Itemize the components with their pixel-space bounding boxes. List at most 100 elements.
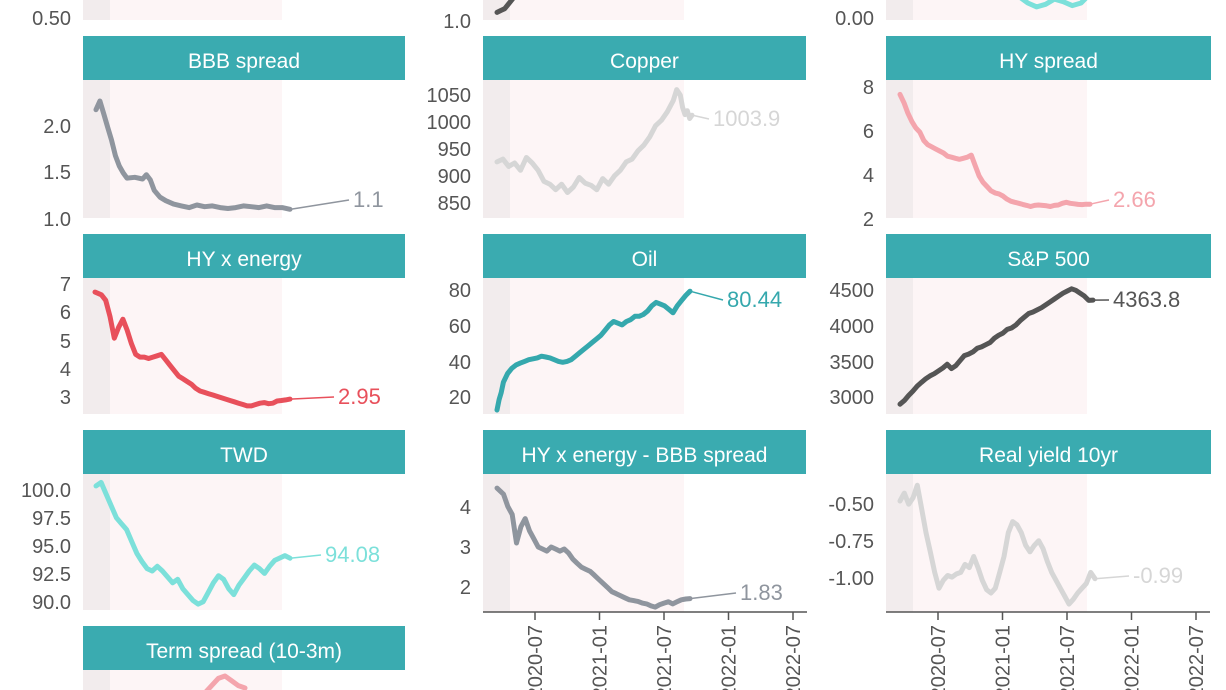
y-tick-label: 80 — [449, 280, 471, 302]
last-value-label: 2.95 — [338, 384, 381, 409]
x-tick-label: 2022-07 — [783, 625, 805, 690]
y-tick-label: 100.0 — [21, 480, 71, 502]
last-value-label: 94.08 — [325, 542, 380, 567]
shade-band-dark — [886, 0, 913, 20]
last-value-connector — [1094, 575, 1130, 580]
shade-band-light — [510, 0, 684, 20]
shade-band-dark — [483, 278, 510, 414]
series-line — [204, 673, 248, 690]
panel-header — [483, 234, 806, 278]
series-line — [494, 0, 515, 15]
panel-title: Oil — [632, 248, 658, 271]
y-tick-label: 95.0 — [32, 536, 71, 558]
panel-p22: S&P 500 3000 3500 4000 4500 4363.8 — [830, 234, 1211, 414]
series-line — [494, 485, 693, 610]
y-tick-label: 40 — [449, 352, 471, 374]
y-tick-label: 97.5 — [32, 508, 71, 530]
panel-p10: BBB spread 1.0 1.5 2.0 1.1 — [43, 36, 405, 231]
y-tick-label: 3500 — [830, 352, 875, 374]
series-line — [897, 482, 1098, 607]
last-value-connector — [689, 592, 737, 600]
panel-header — [83, 626, 405, 670]
y-tick-label: 3 — [60, 387, 71, 409]
x-tick-label: 2020-07 — [525, 625, 547, 690]
series-line — [897, 91, 1093, 209]
shade-band-light — [110, 278, 282, 414]
x-tick-label: 2020-07 — [928, 625, 950, 690]
y-tick-label: 0.50 — [32, 8, 71, 30]
series-line — [92, 289, 293, 409]
y-tick-label: 1.5 — [43, 162, 71, 184]
y-tick-label: 1000 — [427, 112, 472, 134]
y-tick-label: 900 — [438, 166, 471, 188]
x-axis-0: 2020-07 2021-01 2021-07 2022-01 2022-07 — [483, 611, 807, 690]
x-tick-label: 2021-07 — [654, 625, 676, 690]
series-line — [1019, 0, 1088, 10]
y-tick-label: 0.00 — [835, 8, 874, 30]
panel-title: S&P 500 — [1007, 248, 1090, 271]
x-tick-label: 2022-01 — [719, 625, 741, 690]
panel-header — [483, 430, 806, 474]
x-tick-label: 2022-01 — [1122, 625, 1144, 690]
panel-header — [83, 36, 405, 80]
shade-band-dark — [483, 80, 510, 218]
x-axis-1: 2020-07 2021-01 2021-07 2022-01 2022-07 — [886, 611, 1210, 690]
panel-p00: 0.50 — [32, 0, 282, 30]
panel-p32: Real yield 10yr -1.00 -0.75 -0.50 -0.99 — [828, 430, 1211, 612]
panel-header — [886, 36, 1211, 80]
panel-title: HY x energy — [186, 248, 302, 271]
y-tick-label: 2 — [863, 209, 874, 231]
shade-band-light — [510, 474, 684, 612]
y-tick-label: 4 — [863, 165, 874, 187]
panel-header — [83, 234, 405, 278]
panel-p12: HY spread 2 4 6 8 2.66 — [863, 36, 1211, 231]
shade-band-dark — [83, 0, 110, 20]
last-value-label: 80.44 — [727, 287, 782, 312]
series-line — [494, 87, 695, 195]
shade-band-dark — [83, 670, 110, 690]
shade-band-light — [510, 278, 684, 414]
last-value-label: 1.83 — [740, 580, 783, 605]
y-tick-label: 1050 — [427, 85, 472, 107]
panel-p40: Term spread (10-3m) — [83, 626, 405, 690]
panel-title: Term spread (10-3m) — [146, 640, 342, 663]
panel-title: HY x energy - BBB spread — [522, 444, 768, 467]
panel-title: TWD — [220, 444, 268, 467]
y-tick-label: 5 — [60, 331, 71, 353]
x-tick-label: 2021-01 — [993, 625, 1015, 690]
y-tick-label: 92.5 — [32, 564, 71, 586]
panel-p02: 0.00 — [835, 0, 1088, 30]
shade-band-dark — [886, 80, 913, 218]
last-value-connector — [289, 554, 322, 559]
series-line — [494, 288, 693, 413]
series-line — [897, 286, 1096, 407]
y-tick-label: 4000 — [830, 316, 875, 338]
last-value-label: 1.1 — [353, 187, 384, 212]
panel-title: Copper — [610, 50, 679, 73]
last-value-connector — [1089, 199, 1110, 205]
last-value-label: 2.66 — [1113, 187, 1156, 212]
y-tick-label: 1.0 — [43, 209, 71, 231]
last-value-label: 4363.8 — [1113, 287, 1180, 312]
y-tick-label: 4500 — [830, 280, 875, 302]
shade-band-light — [110, 80, 282, 218]
panel-title: HY spread — [999, 50, 1098, 73]
series-line — [93, 479, 293, 607]
y-tick-label: 1.0 — [443, 11, 471, 33]
panel-p30: TWD 90.0 92.5 95.0 97.5 100.0 94.08 — [21, 430, 405, 614]
shade-band-light — [110, 0, 282, 20]
y-tick-label: -1.00 — [828, 568, 874, 590]
shade-band-dark — [83, 80, 110, 218]
y-tick-label: 20 — [449, 387, 471, 409]
panel-p21: Oil 20 40 60 80 80.44 — [449, 234, 806, 414]
panel-title: BBB spread — [188, 50, 300, 73]
y-tick-label: 3 — [460, 537, 471, 559]
panel-header — [886, 430, 1211, 474]
y-tick-label: 4 — [460, 497, 471, 519]
x-tick-label: 2022-07 — [1186, 625, 1208, 690]
y-tick-label: -0.50 — [828, 494, 874, 516]
y-tick-label: 6 — [863, 121, 874, 143]
panel-p20: HY x energy 3 4 5 6 7 2.95 — [60, 234, 405, 414]
last-value-connector — [689, 290, 724, 301]
